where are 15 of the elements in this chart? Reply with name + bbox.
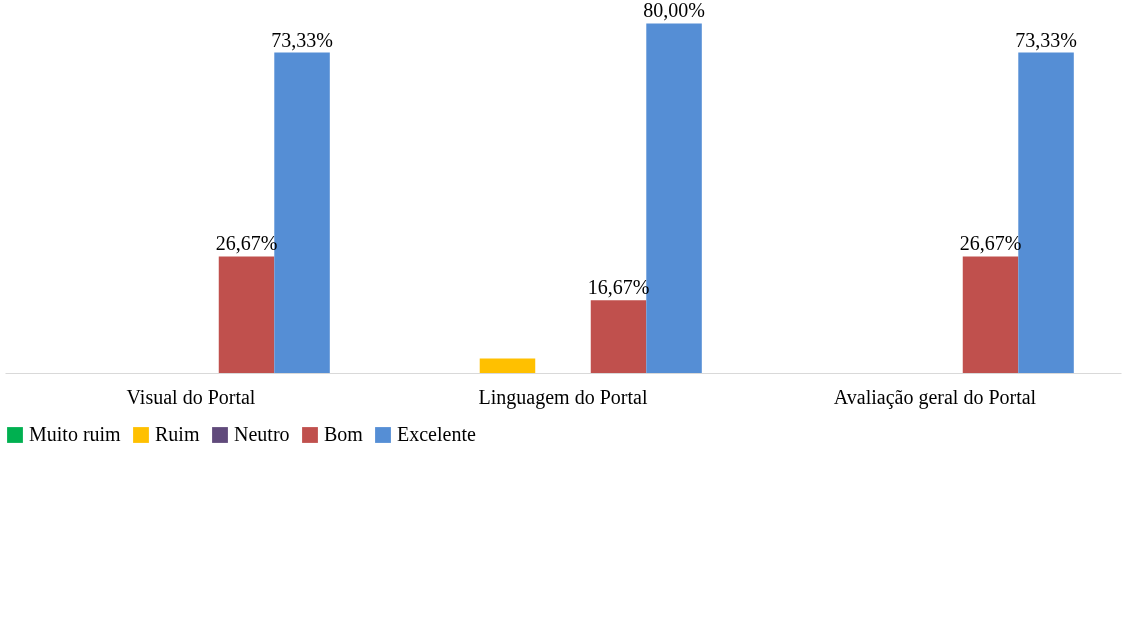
legend-label: Muito ruim	[29, 423, 122, 445]
legend-label: Ruim	[155, 423, 200, 445]
data-label: 73,33%	[271, 28, 333, 51]
data-label: 80,00%	[643, 0, 705, 22]
bar	[479, 358, 536, 373]
bar	[962, 256, 1019, 373]
data-label: 73,33%	[1015, 28, 1077, 51]
legend-label: Bom	[324, 423, 364, 445]
bar	[218, 256, 275, 373]
legend-label: Excelente	[397, 423, 476, 445]
bar	[590, 300, 647, 373]
legend-label: Neutro	[234, 423, 290, 445]
x-tick-label: Visual do Portal	[126, 385, 256, 408]
x-tick-label: Avaliação geral do Portal	[833, 385, 1037, 409]
x-tick-label: Linguagem do Portal	[478, 385, 648, 409]
